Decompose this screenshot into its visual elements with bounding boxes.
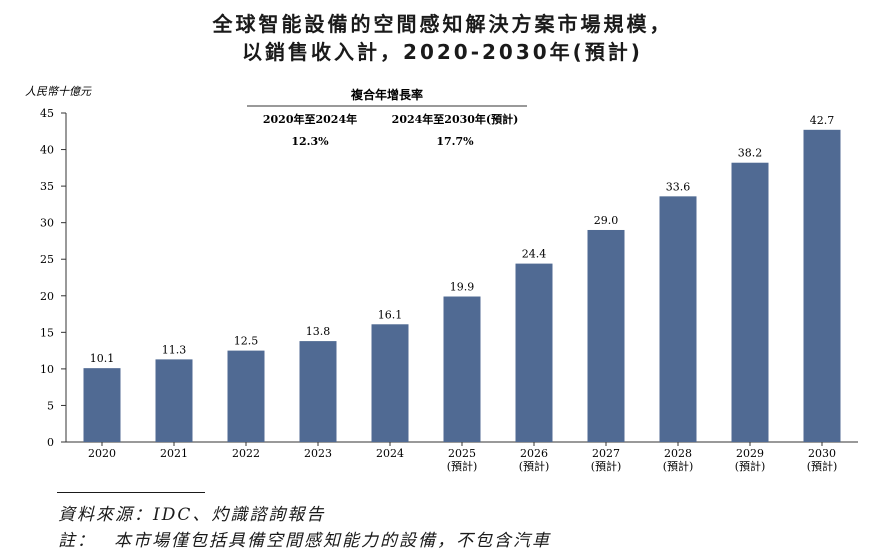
x-tick-label: 2030 [808,447,836,460]
bars: 10.1 2020 11.3 2021 12.5 2022 13.8 2023 16.1 2024… [83,114,841,473]
bar-value-label: 38.2 [738,147,763,160]
bar-value-label: 12.5 [234,335,259,348]
bar-value-label: 24.4 [522,248,547,261]
source-note: 資料來源：IDC、灼識諮詢報告 [58,505,326,525]
cagr-header: 複合年增長率 [350,87,423,102]
y-tick-label: 25 [40,253,54,266]
cagr-rate-1: 12.3% [291,135,329,148]
bar-value-label: 29.0 [594,214,619,227]
bar-2025 [443,296,481,442]
y-axis-label: 人民幣十億元 [25,85,92,98]
x-tick-label: 2029 [736,447,764,460]
bar-value-label: 33.6 [666,180,691,193]
chart-title-line1: 全球智能設備的空間感知解決方案市場規模， [212,12,673,36]
x-tick-label: 2028 [664,447,692,460]
bar-value-label: 42.7 [810,114,835,127]
bar-value-label: 10.1 [90,352,115,365]
y-tick-label: 40 [40,144,54,157]
y-tick-label: 30 [40,217,54,230]
bar-2028 [659,196,697,442]
x-tick-label: 2020 [88,447,116,460]
x-tick-note: (預計) [591,459,622,473]
bar-2022 [227,350,265,442]
x-tick-label: 2021 [160,447,188,460]
cagr-rate-2: 17.7% [436,135,474,148]
bar-2024 [371,324,409,442]
bar-2021 [155,359,193,442]
x-tick-label: 2023 [304,447,332,460]
bar-value-label: 19.9 [450,281,475,294]
x-tick-label: 2022 [232,447,260,460]
y-tick-label: 15 [40,326,54,339]
footnote-label: 註： [58,531,96,551]
y-tick-label: 0 [47,436,54,449]
bar-2030 [803,129,841,442]
bar-2027 [587,229,625,442]
x-tick-note: (預計) [519,459,550,473]
x-tick-label: 2026 [520,447,548,460]
cagr-period-1: 2020年至2024年 [263,112,357,126]
y-tick-label: 45 [40,107,54,120]
bar-2026 [515,263,553,442]
y-tick-label: 5 [47,399,54,412]
bar-value-label: 13.8 [306,325,331,338]
x-tick-note: (預計) [663,459,694,473]
x-tick-note: (預計) [807,459,838,473]
x-tick-label: 2025 [448,447,476,460]
bar-value-label: 16.1 [378,308,403,321]
chart-title-line2: 以銷售收入計，2020-2030年(預計) [242,40,643,64]
y-tick-label: 10 [40,363,54,376]
x-tick-note: (預計) [447,459,478,473]
cagr-table: 複合年增長率 2020年至2024年 2024年至2030年(預計) 12.3%… [247,87,527,148]
x-tick-note: (預計) [735,459,766,473]
y-axis-ticks: 0 5 10 15 20 25 30 35 40 45 [40,107,66,449]
footnote: 註： 本市場僅包括具備空間感知能力的設備，不包含汽車 [58,526,551,551]
x-tick-label: 2027 [592,447,620,460]
x-tick-label: 2024 [376,447,404,460]
source-divider [57,492,205,493]
footnote-text: 本市場僅包括具備空間感知能力的設備，不包含汽車 [114,531,551,551]
bar-2023 [299,341,337,442]
bar-2020 [83,368,121,442]
bar-2029 [731,162,769,442]
y-tick-label: 20 [40,290,54,303]
y-tick-label: 35 [40,180,54,193]
bar-value-label: 11.3 [162,343,187,356]
cagr-period-2: 2024年至2030年(預計) [392,112,519,126]
